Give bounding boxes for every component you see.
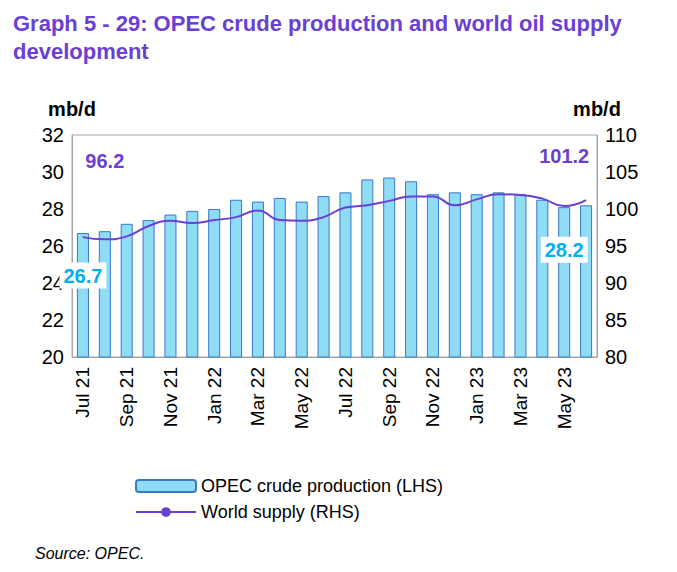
- svg-text:Nov 21: Nov 21: [160, 367, 181, 427]
- svg-text:101.2: 101.2: [539, 145, 589, 167]
- svg-text:105: 105: [605, 161, 638, 183]
- svg-text:90: 90: [605, 272, 627, 294]
- svg-text:26: 26: [42, 235, 64, 257]
- svg-text:22: 22: [42, 309, 64, 331]
- svg-text:Nov 22: Nov 22: [422, 367, 443, 427]
- svg-text:May 23: May 23: [554, 367, 575, 429]
- svg-text:30: 30: [42, 161, 64, 183]
- svg-text:mb/d: mb/d: [573, 98, 621, 120]
- svg-text:mb/d: mb/d: [48, 98, 96, 120]
- svg-text:Sep 21: Sep 21: [116, 367, 137, 427]
- svg-text:85: 85: [605, 309, 627, 331]
- svg-text:OPEC crude production (LHS): OPEC crude production (LHS): [201, 476, 443, 496]
- svg-text:Mar 23: Mar 23: [510, 367, 531, 426]
- svg-text:Jan 22: Jan 22: [204, 367, 225, 424]
- svg-text:28.2: 28.2: [545, 239, 584, 261]
- svg-text:80: 80: [605, 346, 627, 368]
- svg-text:95: 95: [605, 235, 627, 257]
- svg-text:24: 24: [41, 272, 64, 294]
- svg-text:20: 20: [42, 346, 64, 368]
- svg-text:28: 28: [42, 198, 64, 220]
- svg-text:110: 110: [605, 124, 637, 146]
- svg-text:Mar 22: Mar 22: [247, 367, 268, 426]
- svg-text:Graph 5 - 29: OPEC crude produ: Graph 5 - 29: OPEC crude production and …: [13, 11, 628, 36]
- svg-text:May 22: May 22: [291, 367, 312, 429]
- svg-text:Source: OPEC.: Source: OPEC.: [35, 545, 144, 562]
- svg-text:Jan 23: Jan 23: [466, 367, 487, 424]
- svg-text:Jul 22: Jul 22: [335, 367, 356, 418]
- svg-text:Sep 22: Sep 22: [379, 367, 400, 427]
- svg-text:100: 100: [605, 198, 638, 220]
- svg-text:development: development: [13, 39, 149, 64]
- svg-text:World supply (RHS): World supply (RHS): [201, 502, 360, 522]
- svg-text:32: 32: [42, 124, 64, 146]
- svg-text:96.2: 96.2: [85, 150, 124, 172]
- svg-text:Jul 21: Jul 21: [72, 367, 93, 418]
- svg-text:26.7: 26.7: [63, 265, 102, 287]
